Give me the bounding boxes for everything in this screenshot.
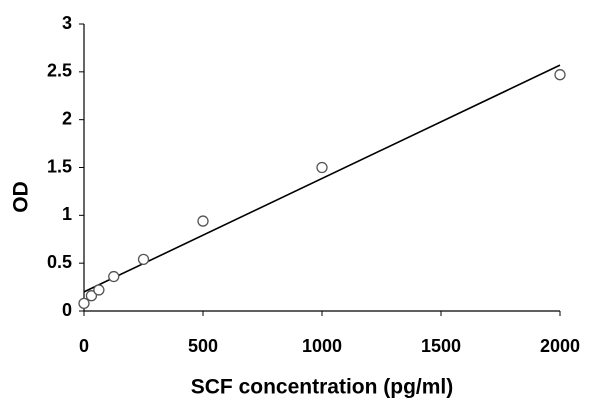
- y-tick-label: 3: [62, 13, 72, 33]
- x-tick-label: 500: [188, 336, 218, 356]
- y-tick-label: 0: [62, 300, 72, 320]
- data-point: [85, 290, 98, 302]
- data-point: [316, 161, 328, 174]
- data-point: [93, 284, 105, 296]
- y-tick-label: 2: [62, 108, 72, 128]
- data-point: [554, 69, 566, 81]
- x-axis-label: SCF concentration (pg/ml): [191, 376, 454, 399]
- data-point: [137, 253, 150, 265]
- data-point: [197, 215, 209, 227]
- y-tick-label: 1.5: [47, 156, 72, 176]
- x-tick-label: 0: [79, 336, 89, 356]
- y-tick-label: 2.5: [47, 61, 72, 81]
- trendline: [83, 64, 561, 293]
- y-tick-label: 0.5: [47, 252, 72, 272]
- x-tick-label: 1500: [421, 336, 461, 356]
- data-point: [108, 270, 120, 283]
- y-tick-label: 1: [62, 204, 72, 224]
- x-tick-label: 1000: [302, 336, 342, 356]
- data-point: [78, 297, 90, 309]
- x-tick-label: 2000: [540, 336, 580, 356]
- y-axis-label: OD: [10, 181, 33, 213]
